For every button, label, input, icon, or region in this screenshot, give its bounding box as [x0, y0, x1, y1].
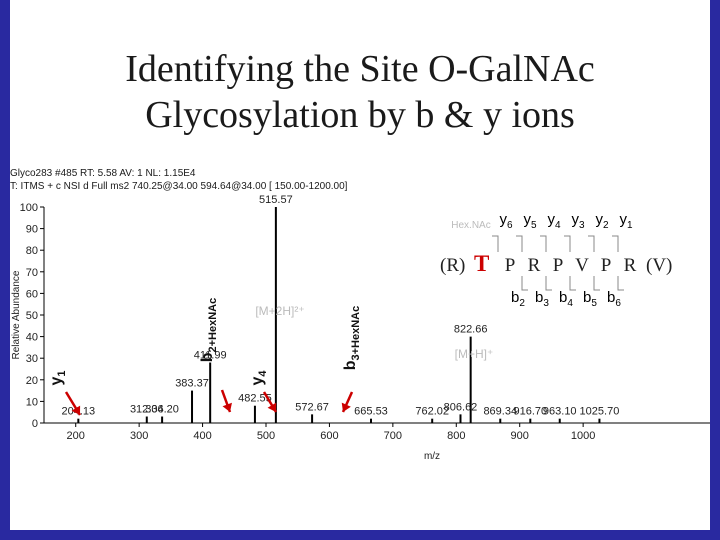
peak-label-1: 312.04 — [130, 404, 164, 416]
sequence-residue-3: V — [575, 255, 589, 276]
precursor-2plus-label: [M+2H]²⁺ — [255, 304, 304, 318]
sequence-residue-4: P — [601, 255, 612, 276]
peak-label-3: 383.37 — [175, 378, 209, 390]
y-tick-label-5: 50 — [26, 310, 38, 322]
b-cleavage-mark-3 — [593, 276, 600, 291]
fragment-label-1: b2+HexNAc — [199, 298, 219, 363]
y-cleavage-mark-3 — [564, 235, 571, 252]
title-line-1: Identifying the Site O-GalNAc — [125, 48, 595, 90]
frame-right-bar — [710, 0, 720, 540]
peak-label-15: 1025.70 — [580, 406, 620, 418]
y-tick-label-1: 10 — [26, 396, 38, 408]
y-cleavage-mark-0 — [492, 235, 499, 252]
b-cleavage-mark-2 — [569, 276, 576, 291]
fragment-label-0: y1 — [48, 370, 68, 385]
y-ion-label-5: y1 — [619, 211, 633, 231]
y-ion-label-2: y4 — [547, 211, 561, 231]
x-tick-label-5: 700 — [384, 430, 402, 442]
scan-header-line-1: Glyco283 #485 RT: 5.58 AV: 1 NL: 1.15E4 — [10, 168, 196, 179]
y-tick-label-8: 80 — [26, 245, 38, 257]
fragment-arrowhead-1 — [222, 402, 232, 412]
y-ion-label-0: y6 — [499, 211, 513, 231]
b-ion-label-0: b2 — [511, 289, 525, 309]
peak-label-2: 336.20 — [145, 404, 179, 416]
precursor-1plus-label: [M+H]⁺ — [455, 347, 494, 361]
scan-header-line-2: T: ITMS + c NSI d Full ms2 740.25@34.00 … — [10, 181, 348, 192]
peak-label-7: 572.67 — [295, 401, 329, 413]
peak-label-4: 411.99 — [194, 350, 227, 362]
y-tick-label-10: 100 — [20, 202, 38, 214]
x-tick-label-1: 300 — [130, 430, 148, 442]
sequence-glyco-site: T — [474, 251, 489, 276]
title-line-2: Glycosylation by b & y ions — [145, 94, 575, 136]
b-ion-label-4: b6 — [607, 289, 621, 309]
y-tick-label-9: 90 — [26, 224, 38, 236]
peak-label-6: 515.57 — [259, 194, 293, 206]
y-axis-title: Relative Abundance — [11, 270, 22, 359]
x-tick-label-8: 1000 — [571, 430, 595, 442]
y-cleavage-mark-2 — [540, 235, 547, 252]
y-ion-label-4: y2 — [595, 211, 609, 231]
y-cleavage-mark-1 — [516, 235, 523, 252]
fragment-label-3: b3+HexNAc — [342, 306, 362, 371]
x-tick-label-6: 800 — [447, 430, 465, 442]
y-tick-label-3: 30 — [26, 353, 38, 365]
b-cleavage-mark-0 — [521, 276, 528, 291]
peak-label-5: 482.55 — [238, 393, 272, 405]
fragment-label-2: y4 — [249, 370, 269, 386]
b-cleavage-mark-1 — [545, 276, 552, 291]
y-tick-label-4: 40 — [26, 332, 38, 344]
x-tick-label-7: 900 — [511, 430, 529, 442]
y-ion-label-1: y5 — [523, 211, 537, 231]
sequence-residue-0: P — [505, 255, 516, 276]
sequence-residue-5: R — [624, 255, 637, 276]
sequence-residue-2: P — [553, 255, 564, 276]
fragment-arrowhead-0 — [71, 405, 81, 415]
peak-label-8: 665.53 — [354, 406, 388, 418]
fragment-arrowhead-3 — [341, 402, 351, 412]
slide-title: Identifying the Site O-GalNAc Glycosylat… — [0, 46, 720, 138]
b-ion-label-3: b5 — [583, 289, 597, 309]
b-ion-label-2: b4 — [559, 289, 573, 309]
peak-label-13: 916.70 — [513, 406, 547, 418]
sequence-prefix: (R) — [440, 255, 465, 276]
frame-bottom-inner — [10, 464, 710, 530]
y-tick-label-6: 60 — [26, 288, 38, 300]
peak-label-14: 963.10 — [543, 406, 577, 418]
sequence-suffix: (V) — [646, 255, 672, 276]
y-ion-label-3: y3 — [571, 211, 585, 231]
x-tick-label-3: 500 — [257, 430, 275, 442]
hexnac-tag: Hex.NAc — [451, 220, 490, 231]
b-ion-label-1: b3 — [535, 289, 549, 309]
y-tick-label-2: 20 — [26, 375, 38, 387]
x-tick-label-0: 200 — [67, 430, 85, 442]
x-tick-label-2: 400 — [193, 430, 211, 442]
peak-label-12: 869.34 — [483, 406, 517, 418]
sequence-residue-1: R — [528, 255, 541, 276]
y-tick-label-0: 0 — [32, 418, 38, 430]
x-tick-label-4: 600 — [320, 430, 338, 442]
peak-label-10: 806.62 — [444, 401, 478, 413]
frame-left-bar — [0, 0, 10, 540]
b-cleavage-mark-4 — [617, 276, 624, 291]
y-cleavage-mark-4 — [588, 235, 595, 252]
x-axis-title: m/z — [424, 451, 440, 462]
y-cleavage-mark-5 — [612, 235, 619, 252]
peak-label-11: 822.66 — [454, 324, 488, 336]
peak-label-9: 762.02 — [415, 406, 449, 418]
fragment-arrowhead-2 — [267, 402, 277, 412]
y-tick-label-7: 70 — [26, 267, 38, 279]
